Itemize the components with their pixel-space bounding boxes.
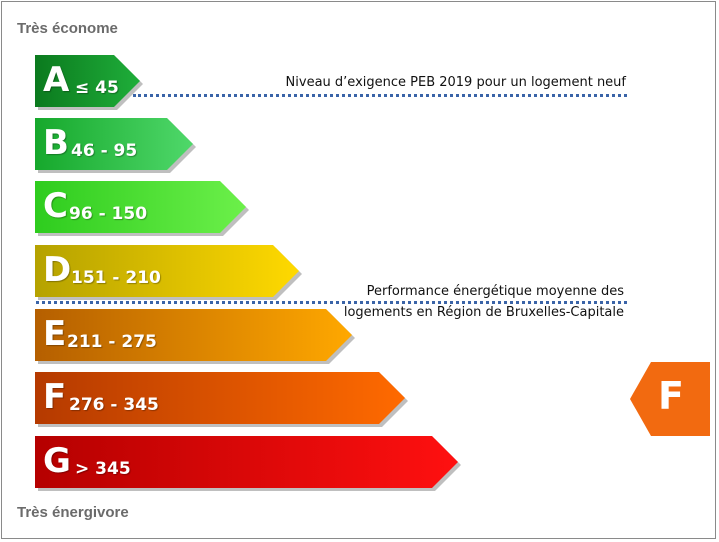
peb-requirement-note: Niveau d’exigence PEB 2019 pour un logem… xyxy=(285,75,626,90)
band-letter: F xyxy=(43,377,67,417)
band-range: > 345 xyxy=(75,459,131,479)
energy-band-f: F 276 - 345 xyxy=(35,372,408,427)
average-performance-line xyxy=(36,301,627,304)
average-performance-note-line2: logements en Région de Bruxelles-Capital… xyxy=(343,305,624,320)
band-letter: A xyxy=(43,60,70,100)
band-range: 211 - 275 xyxy=(67,332,157,352)
band-letter: E xyxy=(43,314,67,354)
band-range: 276 - 345 xyxy=(69,395,159,415)
band-arrow-shape xyxy=(35,181,249,236)
average-performance-note-line1: Performance énergétique moyenne des xyxy=(366,284,624,299)
band-letter: C xyxy=(43,186,68,226)
energy-band-a: A ≤ 45 xyxy=(35,55,143,110)
energy-band-b: B 46 - 95 xyxy=(35,118,196,173)
energy-band-g: G > 345 xyxy=(35,436,461,491)
energy-band-e: E 211 - 275 xyxy=(35,309,355,364)
current-rating-letter: F xyxy=(658,374,684,418)
energy-band-d: D 151 - 210 xyxy=(35,245,302,300)
band-range: ≤ 45 xyxy=(75,78,119,98)
band-letter: G xyxy=(43,441,71,481)
bottom-scale-label: Très énergivore xyxy=(17,504,129,521)
band-arrow-shape xyxy=(35,118,196,173)
energy-band-c: C 96 - 150 xyxy=(35,181,249,236)
band-arrow-shape xyxy=(35,436,461,491)
band-letter: B xyxy=(43,123,69,163)
band-arrow-shape xyxy=(35,372,408,427)
band-range: 151 - 210 xyxy=(71,268,161,288)
band-arrow-shape xyxy=(35,309,355,364)
current-rating-indicator: F xyxy=(630,362,710,436)
band-range: 46 - 95 xyxy=(71,141,138,161)
top-scale-label: Très économe xyxy=(17,20,118,37)
peb-requirement-line xyxy=(133,94,627,97)
band-arrow-shape xyxy=(35,245,302,300)
band-range: 96 - 150 xyxy=(69,204,148,224)
band-arrow-shape xyxy=(35,55,143,110)
band-letter: D xyxy=(43,250,72,290)
current-rating-arrow xyxy=(630,362,710,436)
